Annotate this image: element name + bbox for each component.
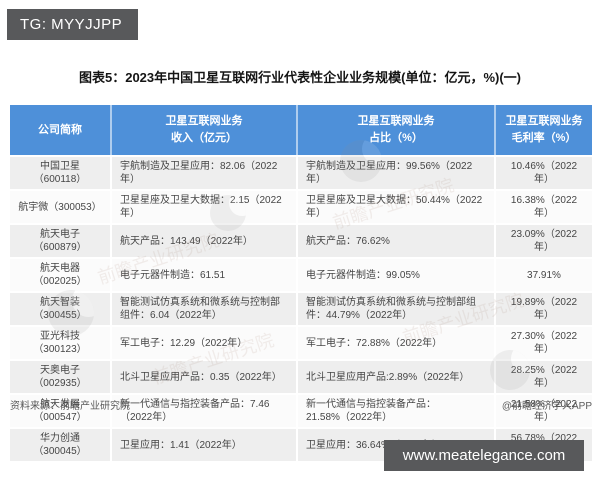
- cell-margin: 37.91%: [494, 259, 592, 291]
- page-title: 图表5：2023年中国卫星互联网行业代表性企业业务规模(单位：亿元，%)(一): [78, 70, 522, 85]
- cell-revenue: 电子元器件制造：61.51: [110, 259, 296, 291]
- cell-company: 华力创通（300045）: [33, 433, 87, 457]
- table-row: 航天电器（002025） 电子元器件制造：61.51 电子元器件制造：99.05…: [10, 259, 592, 291]
- cell-revenue: 卫星星座及卫星大数据：2.15（2022年）: [110, 191, 296, 223]
- cell-company: 航天智装（300455）: [33, 297, 87, 321]
- cell-company: 中国卫星（600118）: [33, 161, 87, 185]
- cell-company: 航天电器（002025）: [33, 263, 87, 287]
- cell-margin: 28.25%（2022年）: [494, 361, 592, 393]
- cell-margin: 10.46%（2022年）: [494, 157, 592, 189]
- header-margin-line2: 毛利率（%）: [511, 132, 577, 144]
- cell-margin: 27.30%（2022年）: [494, 327, 592, 359]
- cell-company: 亚光科技（300123）: [33, 331, 87, 355]
- header-company-label: 公司简称: [38, 123, 82, 136]
- tg-badge: TG: MYYJJPP: [7, 9, 138, 40]
- cell-company: 航天电子（600879）: [33, 229, 87, 253]
- cell-share: 电子元器件制造：99.05%: [296, 259, 494, 291]
- cell-share: 航天产品：76.62%: [296, 225, 494, 257]
- header-share-line2: 占比（%）: [369, 132, 423, 144]
- cell-revenue: 智能测试仿真系统和微系统与控制部组件：6.04（2022年）: [110, 293, 296, 325]
- table-body: 中国卫星（600118） 宇航制造及卫星应用：82.06（2022年） 宇航制造…: [10, 157, 592, 461]
- tg-badge-label: TG: MYYJJPP: [20, 16, 123, 33]
- cell-share: 新一代通信与指控装备产品：21.58%（2022年）: [296, 395, 494, 427]
- cell-company: 航天发展（000547）: [33, 399, 87, 423]
- header-share: 卫星互联网业务 占比（%）: [296, 105, 494, 155]
- cell-margin: 21.58%（2022年）: [494, 395, 592, 427]
- cell-share: 北斗卫星应用产品:2.89%（2022年）: [296, 361, 494, 393]
- cell-revenue: 卫星应用：1.41（2022年）: [110, 429, 296, 461]
- table-header-row: 公司简称 卫星互联网业务 收入（亿元） 卫星互联网业务 占比（%） 卫星互联网业…: [10, 105, 592, 155]
- cell-revenue: 宇航制造及卫星应用：82.06（2022年）: [110, 157, 296, 189]
- header-revenue-line1: 卫星互联网业务: [165, 115, 243, 127]
- cell-company: 航宇微（300053）: [18, 201, 102, 213]
- header-margin-line1: 卫星互联网业务: [505, 115, 583, 127]
- table-row: 航天智装（300455） 智能测试仿真系统和微系统与控制部组件：6.04（202…: [10, 293, 592, 325]
- table-row: 航天电子（600879） 航天产品：143.49（2022年） 航天产品：76.…: [10, 225, 592, 257]
- cell-share: 军工电子：72.88%（2022年）: [296, 327, 494, 359]
- header-revenue-line2: 收入（亿元）: [171, 132, 237, 144]
- table-row: 航宇微（300053） 卫星星座及卫星大数据：2.15（2022年） 卫星星座及…: [10, 191, 592, 223]
- header-margin: 卫星互联网业务 毛利率（%）: [494, 105, 592, 155]
- cell-margin: 16.38%（2022年）: [494, 191, 592, 223]
- cell-share: 智能测试仿真系统和微系统与控制部组件：44.79%（2022年）: [296, 293, 494, 325]
- cell-share: 宇航制造及卫星应用：99.56%（2022年）: [296, 157, 494, 189]
- header-share-line1: 卫星互联网业务: [357, 115, 435, 127]
- table-row: 亚光科技（300123） 军工电子：12.29（2022年） 军工电子：72.8…: [10, 327, 592, 359]
- cell-company: 天奥电子（002935）: [33, 365, 87, 389]
- cell-revenue: 新一代通信与指控装备产品：7.46（2022年）: [110, 395, 296, 427]
- cell-revenue: 北斗卫星应用产品：0.35（2022年）: [110, 361, 296, 393]
- credit-note: @前瞻经济学人APP: [501, 401, 592, 412]
- table-row: 中国卫星（600118） 宇航制造及卫星应用：82.06（2022年） 宇航制造…: [10, 157, 592, 189]
- cell-share: 卫星星座及卫星大数据：50.44%（2022年）: [296, 191, 494, 223]
- site-badge-label: www.meatelegance.com: [402, 447, 566, 464]
- cell-revenue: 军工电子：12.29（2022年）: [110, 327, 296, 359]
- table-row: 天奥电子（002935） 北斗卫星应用产品：0.35（2022年） 北斗卫星应用…: [10, 361, 592, 393]
- cell-margin: 19.89%（2022年）: [494, 293, 592, 325]
- table-row: 航天发展（000547） 新一代通信与指控装备产品：7.46（2022年） 新一…: [10, 395, 592, 427]
- header-revenue: 卫星互联网业务 收入（亿元）: [110, 105, 296, 155]
- cell-revenue: 航天产品：143.49（2022年）: [110, 225, 296, 257]
- header-company: 公司简称: [10, 105, 110, 155]
- source-note: 资料来源：前瞻产业研究院: [10, 401, 130, 412]
- cell-margin: 23.09%（2022年）: [494, 225, 592, 257]
- data-table: 公司简称 卫星互联网业务 收入（亿元） 卫星互联网业务 占比（%） 卫星互联网业…: [10, 105, 592, 461]
- cell-share: 卫星应用：36.64%（2022年）: [296, 429, 494, 461]
- site-badge: www.meatelegance.com: [384, 440, 584, 471]
